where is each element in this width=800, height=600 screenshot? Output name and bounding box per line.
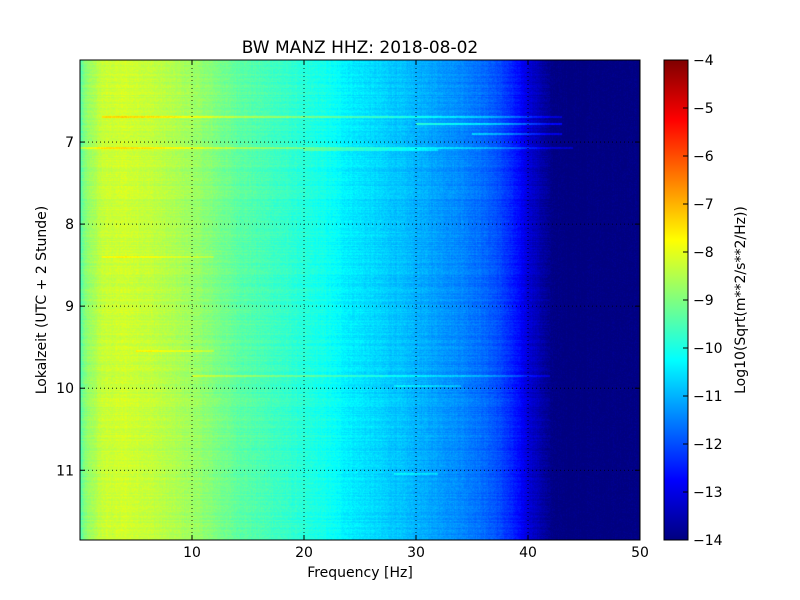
colorbar-tick-label: −13 [693, 485, 723, 501]
colorbar-tick-label: −5 [693, 101, 714, 117]
colorbar-tick-label: −10 [693, 341, 723, 357]
grid-lines [80, 60, 640, 540]
colorbar-tick-label: −8 [693, 245, 714, 261]
plot-frame [79, 59, 641, 541]
heatmap-plot-area [80, 60, 640, 540]
x-tick-label: 30 [407, 545, 425, 561]
colorbar-title: Log10(Sqrt(m**2/s**2/Hz)) [733, 206, 749, 394]
y-axis-title: Lokalzeit (UTC + 2 Stunde) [34, 206, 50, 395]
x-tick-label: 50 [631, 545, 649, 561]
y-tick-label: 8 [65, 217, 74, 233]
y-tick-label: 7 [65, 135, 74, 151]
colorbar-tick-label: −7 [693, 197, 714, 213]
colorbar-tick-label: −4 [693, 53, 714, 69]
x-tick-label: 40 [519, 545, 537, 561]
colorbar-ticks: −4 −5 −6 −7 −8 −9 −10 −11 −12 −13 −14 [683, 53, 723, 549]
x-axis-ticks: 10 20 30 40 50 [183, 60, 649, 561]
chart-title: BW MANZ HHZ: 2018-08-02 [242, 38, 478, 58]
y-tick-label: 11 [56, 463, 74, 479]
y-tick-label: 9 [65, 299, 74, 315]
colorbar-tick-label: −11 [693, 389, 723, 405]
colorbar-tick-label: −9 [693, 293, 714, 309]
colorbar-tick-label: −12 [693, 437, 723, 453]
heatmap-canvas [80, 60, 640, 540]
y-tick-label: 10 [56, 381, 74, 397]
y-axis-ticks: 7 8 9 10 11 [56, 135, 640, 479]
colorbar-tick-label: −6 [693, 149, 714, 165]
x-tick-label: 10 [183, 545, 201, 561]
x-tick-label: 20 [295, 545, 313, 561]
x-axis-title: Frequency [Hz] [307, 565, 413, 581]
colorbar-tick-label: −14 [693, 533, 723, 549]
